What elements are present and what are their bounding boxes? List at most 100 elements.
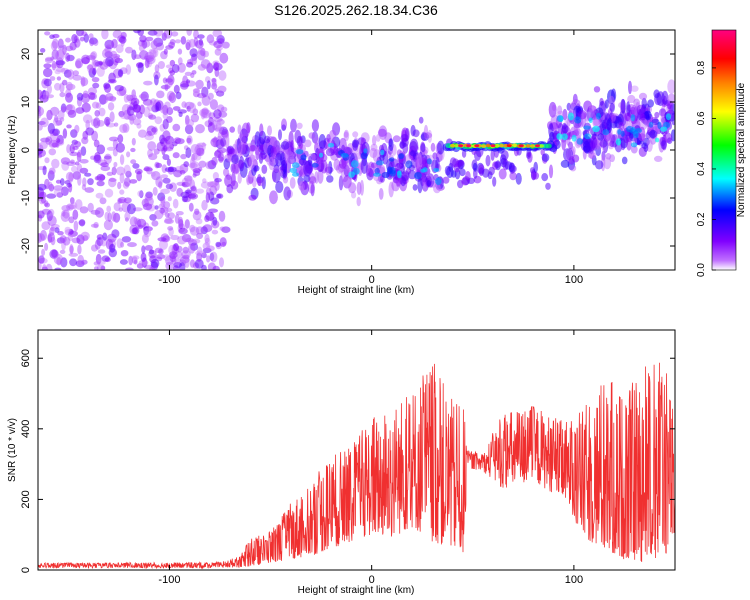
spectrogram-blob: [342, 175, 352, 189]
spectrogram-blob: [40, 117, 49, 128]
spectrogram-blob: [67, 109, 77, 118]
spectrogram-blob: [119, 154, 125, 166]
spectrogram-blob: [68, 252, 79, 257]
spectrogram-blob: [106, 171, 114, 176]
spectrogram-blob: [70, 129, 78, 138]
spectrogram-blob: [171, 64, 180, 73]
spectrogram-blob: [102, 232, 108, 241]
spectrogram-blob: [659, 108, 667, 117]
spectrogram-blob: [150, 171, 156, 177]
spectrogram-blob: [630, 145, 638, 154]
spectrogram-blob: [246, 174, 251, 186]
spectrogram-blob: [196, 147, 205, 157]
spectrogram-blob: [118, 207, 123, 212]
spectrogram-blob: [205, 245, 215, 252]
spectrogram-blob: [595, 145, 602, 157]
spectrogram-blob: [566, 132, 573, 140]
spectrogram-blob: [611, 112, 616, 122]
spectrogram-blob: [227, 147, 235, 155]
spectrogram-blob: [377, 128, 387, 137]
spectrogram-blob: [64, 226, 71, 234]
spectrogram-blob: [119, 172, 125, 184]
spectrogram-blob: [138, 259, 149, 266]
spectrogram-blob: [217, 131, 222, 140]
spectrogram-blob: [65, 171, 75, 182]
spectrogram-blob: [206, 34, 215, 44]
spectrogram-blob: [195, 188, 205, 194]
spectrogram-blob: [43, 63, 52, 69]
colorbar-tick-label: 0.0: [696, 263, 707, 277]
spectrogram-blob: [79, 167, 89, 174]
spectrogram-blob: [69, 41, 77, 51]
spectrogram-blob: [218, 210, 226, 222]
spectrogram-blob: [450, 170, 457, 178]
spectrogram-blob: [261, 176, 266, 190]
spectrogram-blob: [643, 144, 649, 153]
spectrogram-blob: [591, 133, 597, 140]
spectrogram-blob: [148, 249, 155, 255]
spectrogram-blob: [137, 190, 144, 197]
spectrogram-blob: [93, 221, 99, 229]
spectrogram-blob: [109, 243, 116, 253]
spectrogram-blob: [67, 69, 75, 80]
spectrogram-blob: [181, 234, 192, 243]
spectrogram-blob: [392, 135, 401, 143]
spectrogram-blob: [177, 62, 186, 73]
spectrogram-blob: [93, 154, 102, 164]
spectrogram-blob: [552, 104, 556, 111]
spectrogram-blob: [485, 154, 491, 167]
spectrogram-blob: [212, 120, 218, 131]
spectrogram-blob: [102, 48, 111, 59]
spectrogram-blob: [503, 143, 509, 148]
spectrogram-blob: [72, 70, 80, 76]
spectrogram-blob: [99, 197, 107, 205]
y-tick-label: 0: [20, 567, 32, 573]
spectrogram-blob: [313, 136, 320, 145]
spectrogram-blob: [204, 233, 210, 244]
spectrogram-blob: [617, 129, 622, 135]
spectrogram-blob: [195, 226, 205, 235]
spectrogram-blob: [81, 57, 90, 64]
spectrogram-blob: [51, 60, 57, 71]
spectrogram-blob: [197, 34, 205, 39]
y-tick-label: -20: [20, 238, 32, 254]
spectrogram-blob: [620, 99, 626, 114]
spectrogram-blob: [207, 181, 215, 188]
x-tick-label: 0: [369, 574, 375, 586]
spectrogram-blob: [179, 256, 190, 264]
spectrogram-blob: [620, 130, 625, 137]
spectrogram-blob: [104, 188, 114, 198]
spectrogram-blob: [131, 255, 140, 260]
spectrogram-blob: [60, 211, 70, 222]
spectrogram-blob: [671, 112, 675, 126]
spectrogram-blob: [318, 134, 326, 150]
spectrogram-blob: [54, 82, 61, 91]
spectrogram-blob: [172, 106, 181, 111]
spectrogram-blob: [426, 158, 432, 165]
spectrogram-blob: [196, 142, 207, 147]
spectrogram-blob: [351, 160, 359, 168]
spectrogram-blob: [430, 142, 436, 152]
spectrogram-blob: [79, 159, 89, 164]
spectrogram-blob: [326, 175, 334, 183]
spectrogram-blob: [370, 143, 378, 152]
spectrogram-blob: [588, 104, 594, 119]
spectrogram-blob: [548, 123, 554, 138]
colorbar-label: Normalized spectral amplitude: [736, 82, 747, 217]
spectrogram-blob: [159, 207, 165, 214]
spectrogram-blob: [46, 109, 53, 121]
chart-title: S126.2025.262.18.34.C36: [274, 2, 438, 18]
spectrogram-blob: [194, 259, 204, 269]
spectrogram-blob: [38, 106, 45, 117]
y-tick-label: 600: [20, 349, 32, 367]
spectrogram-blob: [116, 238, 123, 249]
spectrogram-blob: [211, 156, 218, 166]
spectrogram-blob: [96, 264, 106, 270]
spectrogram-blob: [213, 136, 218, 148]
spectrogram-blob: [180, 153, 187, 160]
spectrogram-blob: [219, 237, 227, 248]
spectrogram-blob: [61, 186, 69, 196]
spectrogram-blob: [49, 106, 60, 116]
spectrogram-blob: [90, 209, 101, 215]
spectrogram-blob: [185, 237, 195, 243]
